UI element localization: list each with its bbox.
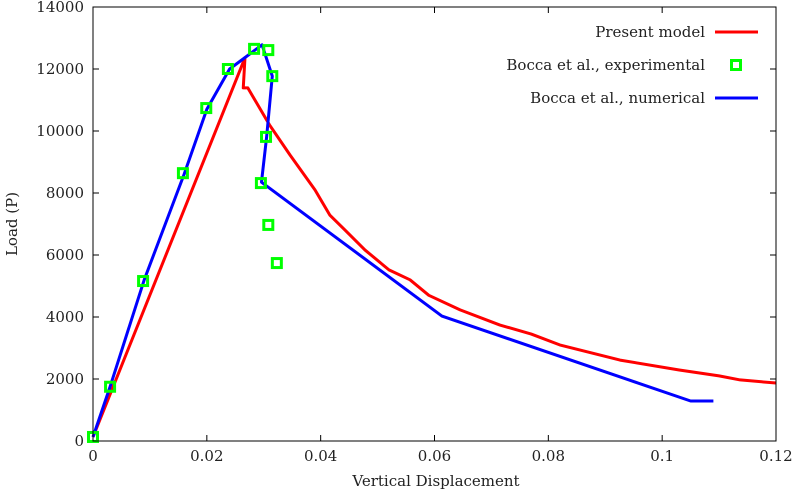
legend: Present model Bocca et al., experimental B… bbox=[506, 23, 758, 107]
x-tick-label: 0.02 bbox=[190, 447, 223, 465]
y-axis-label: Load (P) bbox=[3, 192, 21, 256]
y-tick-label: 0 bbox=[74, 432, 84, 450]
series-line-present-model bbox=[91, 56, 777, 438]
plot-frame bbox=[92, 6, 777, 442]
data-point-experimental bbox=[266, 70, 279, 83]
axis-ticks: 0 0.02 0.04 0.06 0.08 0.1 0.12 0 2000 4000 6000 800… bbox=[36, 0, 792, 465]
y-tick-label: 10000 bbox=[36, 122, 84, 140]
data-point-experimental bbox=[221, 63, 234, 75]
x-tick-label: 0.06 bbox=[418, 447, 451, 465]
legend-label: Bocca et al., numerical bbox=[530, 89, 705, 107]
y-tick-label: 6000 bbox=[46, 246, 84, 264]
data-point-experimental bbox=[262, 44, 275, 57]
data-point-experimental bbox=[254, 177, 267, 190]
x-tick-label: 0.12 bbox=[759, 447, 792, 465]
legend-label: Bocca et al., experimental bbox=[506, 56, 705, 74]
legend-swatch-marker bbox=[730, 59, 742, 71]
y-tick-label: 2000 bbox=[46, 370, 84, 388]
data-point-experimental bbox=[137, 275, 150, 288]
data-point-experimental bbox=[262, 218, 275, 231]
data-point-experimental bbox=[270, 257, 283, 270]
x-tick-label: 0.08 bbox=[532, 447, 565, 465]
y-tick-label: 4000 bbox=[46, 308, 84, 326]
x-tick-label: 0.04 bbox=[304, 447, 337, 465]
series-line-bocca-et-al-numerical bbox=[91, 43, 714, 438]
y-tick-label: 12000 bbox=[36, 60, 84, 78]
data-point-experimental bbox=[260, 130, 273, 143]
x-tick-label: 0.1 bbox=[650, 447, 674, 465]
data-point-experimental bbox=[104, 380, 117, 393]
data-point-experimental bbox=[200, 102, 213, 115]
series-group bbox=[87, 42, 777, 443]
legend-label: Present model bbox=[595, 23, 705, 41]
y-tick-label: 8000 bbox=[46, 184, 84, 202]
data-point-experimental bbox=[248, 42, 261, 55]
x-tick-label: 0 bbox=[88, 447, 98, 465]
y-tick-label: 14000 bbox=[36, 0, 84, 16]
data-point-experimental bbox=[176, 167, 189, 180]
x-axis-label: Vertical Displacement bbox=[351, 472, 519, 490]
